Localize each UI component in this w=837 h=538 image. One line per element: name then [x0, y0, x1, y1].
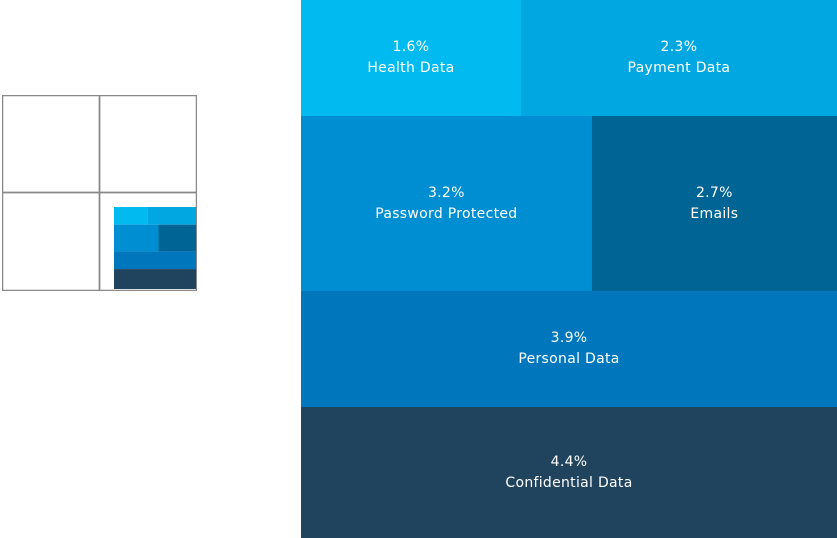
treemap-cell-name: Password Protected	[375, 205, 518, 222]
treemap-cell-value: 2.3%	[660, 38, 698, 55]
treemap-cell-label: 2.3% Payment Data	[521, 37, 837, 79]
treemap-cell-label: 3.9% Personal Data	[301, 328, 837, 370]
treemap-cell-name: Personal Data	[518, 351, 620, 368]
thumbnail-grid-cell	[2, 191, 101, 291]
treemap-cell-name: Health Data	[367, 59, 455, 76]
treemap-thumbnail	[2, 95, 197, 291]
treemap-cell-password[interactable]: 3.2% Password Protected	[301, 115, 592, 292]
treemap-cell-payment[interactable]: 2.3% Payment Data	[520, 0, 837, 116]
treemap-cell-label: 3.2% Password Protected	[301, 183, 592, 225]
treemap-cell-value: 3.2%	[427, 184, 465, 201]
treemap-cell-label: 1.6% Health Data	[301, 37, 521, 79]
thumbnail-grid-cell	[98, 95, 197, 194]
thumbnail-mini-cell-payment	[147, 207, 196, 225]
treemap-cell-value: 3.9%	[550, 330, 588, 347]
thumbnail-mini-cell-personal	[114, 251, 196, 270]
treemap-cell-personal[interactable]: 3.9% Personal Data	[301, 291, 837, 408]
thumbnail-mini-cell-emails	[158, 224, 196, 252]
treemap-cell-name: Emails	[690, 205, 739, 222]
thumbnail-grid-cell	[98, 191, 197, 291]
thumbnail-grid-cell	[2, 95, 101, 194]
thumbnail-mini-cell-health	[114, 207, 148, 225]
thumbnail-mini-cell-confidential	[114, 269, 196, 289]
treemap-cell-name: Payment Data	[627, 59, 731, 76]
thumbnail-mini-treemap	[114, 207, 196, 289]
treemap-cell-value: 4.4%	[550, 453, 588, 470]
treemap-cell-value: 1.6%	[392, 38, 430, 55]
treemap-chart: 1.6% Health Data 2.3% Payment Data 3.2% Passw…	[301, 0, 837, 538]
treemap-cell-value: 2.7%	[695, 184, 733, 201]
treemap-cell-label: 4.4% Confidential Data	[301, 452, 837, 494]
treemap-cell-confidential[interactable]: 4.4% Confidential Data	[301, 407, 837, 538]
treemap-cell-emails[interactable]: 2.7% Emails	[591, 115, 837, 292]
treemap-cell-name: Confidential Data	[505, 474, 633, 491]
treemap-cell-label: 2.7% Emails	[592, 183, 837, 225]
treemap-cell-health[interactable]: 1.6% Health Data	[301, 0, 521, 116]
thumbnail-mini-cell-password	[114, 224, 159, 252]
